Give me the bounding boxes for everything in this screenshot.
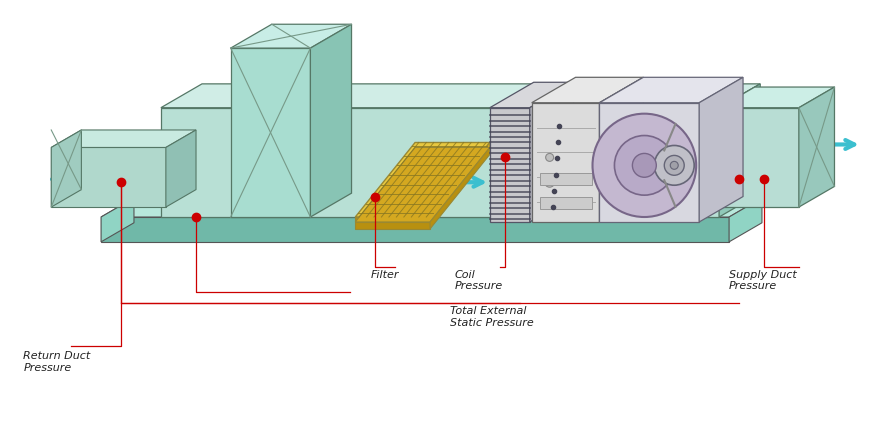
Polygon shape xyxy=(310,24,352,217)
Polygon shape xyxy=(101,198,134,242)
Polygon shape xyxy=(51,147,166,207)
Polygon shape xyxy=(355,222,430,229)
Text: Filter: Filter xyxy=(370,270,399,280)
Polygon shape xyxy=(699,77,743,222)
Polygon shape xyxy=(160,84,760,108)
Polygon shape xyxy=(166,130,196,207)
Circle shape xyxy=(632,153,656,177)
Polygon shape xyxy=(355,147,490,222)
Polygon shape xyxy=(539,173,591,185)
Polygon shape xyxy=(355,142,490,217)
Circle shape xyxy=(670,161,678,169)
Polygon shape xyxy=(51,130,82,207)
Polygon shape xyxy=(719,84,760,217)
Polygon shape xyxy=(231,24,352,48)
Polygon shape xyxy=(600,77,644,222)
Polygon shape xyxy=(101,198,762,217)
Polygon shape xyxy=(355,217,430,222)
Polygon shape xyxy=(490,82,574,108)
Polygon shape xyxy=(729,198,762,242)
Polygon shape xyxy=(719,108,799,207)
Text: Return Duct
Pressure: Return Duct Pressure xyxy=(24,351,90,373)
Polygon shape xyxy=(799,87,835,207)
Polygon shape xyxy=(490,108,530,222)
Text: Supply Duct
Pressure: Supply Duct Pressure xyxy=(729,270,797,291)
Circle shape xyxy=(593,114,696,217)
Polygon shape xyxy=(531,103,600,222)
Polygon shape xyxy=(430,147,490,229)
Text: Total External
Static Pressure: Total External Static Pressure xyxy=(450,306,534,328)
Polygon shape xyxy=(600,103,699,222)
Polygon shape xyxy=(430,142,490,222)
Polygon shape xyxy=(719,87,835,108)
Circle shape xyxy=(545,153,553,161)
Circle shape xyxy=(664,156,684,175)
Text: Coil
Pressure: Coil Pressure xyxy=(455,270,503,291)
Polygon shape xyxy=(531,77,644,103)
Polygon shape xyxy=(101,217,729,242)
Polygon shape xyxy=(231,48,310,217)
Polygon shape xyxy=(530,82,574,222)
Polygon shape xyxy=(539,197,591,209)
Circle shape xyxy=(545,177,554,187)
Polygon shape xyxy=(51,130,196,147)
Polygon shape xyxy=(600,77,743,103)
Circle shape xyxy=(654,146,695,185)
Circle shape xyxy=(615,135,674,195)
Polygon shape xyxy=(160,108,719,217)
